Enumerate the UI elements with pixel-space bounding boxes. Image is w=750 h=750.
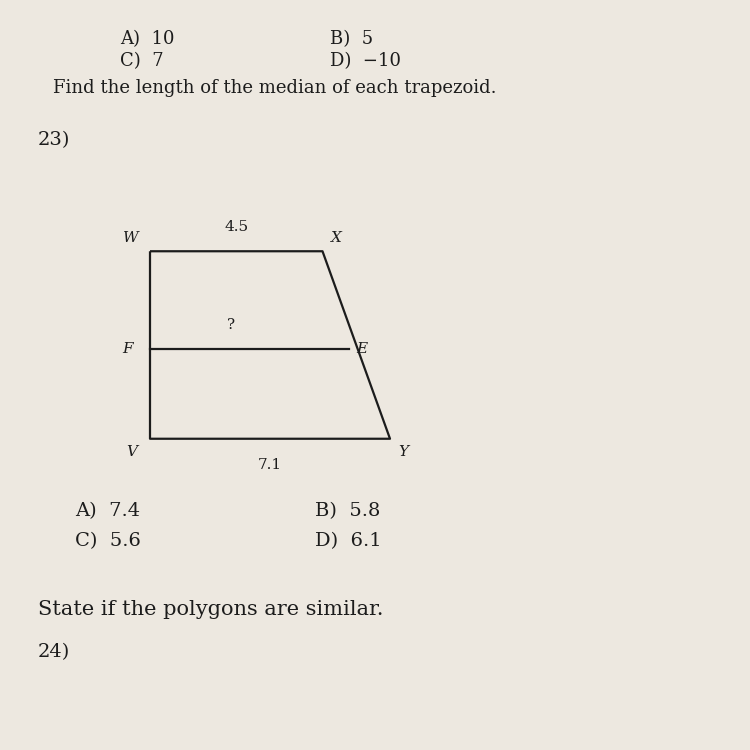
Text: A)  7.4: A) 7.4 [75,503,140,520]
Text: B)  5.8: B) 5.8 [315,503,380,520]
Text: C)  5.6: C) 5.6 [75,532,141,550]
Text: F: F [122,342,133,355]
Text: E: E [357,342,368,355]
Text: A)  10: A) 10 [120,30,175,48]
Text: 4.5: 4.5 [224,220,248,234]
Text: Find the length of the median of each trapezoid.: Find the length of the median of each tr… [53,79,496,97]
Text: C)  7: C) 7 [120,53,164,70]
Text: State if the polygons are similar.: State if the polygons are similar. [38,600,383,619]
Text: D)  6.1: D) 6.1 [315,532,382,550]
Text: V: V [126,446,136,459]
Text: W: W [124,231,139,244]
Text: 7.1: 7.1 [258,458,282,472]
Text: D)  −10: D) −10 [330,53,401,70]
Text: Y: Y [398,446,409,459]
Text: X: X [331,231,341,244]
Text: B)  5: B) 5 [330,30,374,48]
Text: ?: ? [226,318,235,332]
Text: 24): 24) [38,643,70,661]
Text: 23): 23) [38,131,70,149]
